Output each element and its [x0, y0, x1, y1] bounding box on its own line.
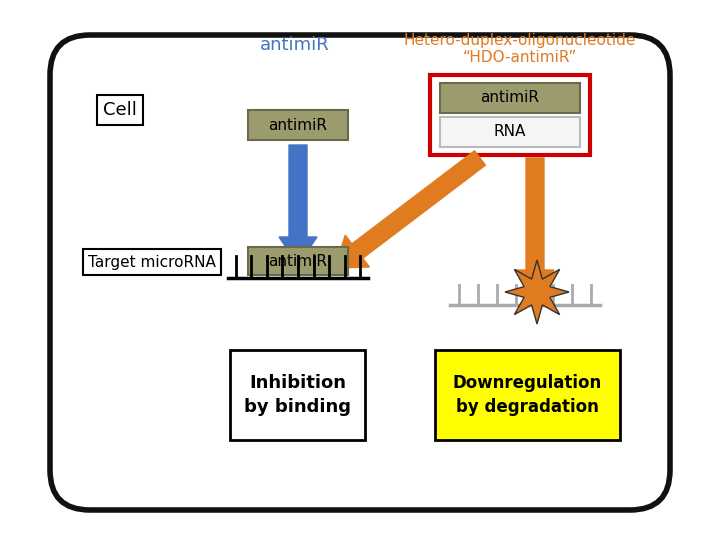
Text: antimiR: antimiR — [260, 36, 330, 54]
Text: Target microRNA: Target microRNA — [88, 254, 216, 269]
Bar — [430, 75, 590, 155]
Polygon shape — [505, 260, 569, 324]
FancyArrow shape — [516, 158, 554, 298]
FancyArrow shape — [279, 145, 317, 265]
FancyArrow shape — [335, 151, 485, 268]
Bar — [230, 350, 365, 440]
Text: Downregulation
by degradation: Downregulation by degradation — [453, 374, 602, 416]
Text: antimiR: antimiR — [269, 118, 328, 132]
Bar — [440, 83, 580, 113]
Bar — [248, 247, 348, 275]
Bar — [435, 350, 620, 440]
Bar — [248, 110, 348, 140]
FancyBboxPatch shape — [50, 35, 670, 510]
Text: “HDO-antimiR”: “HDO-antimiR” — [463, 50, 577, 64]
Bar — [440, 117, 580, 147]
Text: Inhibition
by binding: Inhibition by binding — [244, 374, 351, 416]
Text: Cell: Cell — [103, 101, 137, 119]
Text: antimiR: antimiR — [269, 253, 328, 268]
Text: Hetero-duplex-oligonucleotide: Hetero-duplex-oligonucleotide — [404, 32, 636, 48]
Text: antimiR: antimiR — [480, 91, 539, 105]
Text: RNA: RNA — [494, 125, 526, 139]
